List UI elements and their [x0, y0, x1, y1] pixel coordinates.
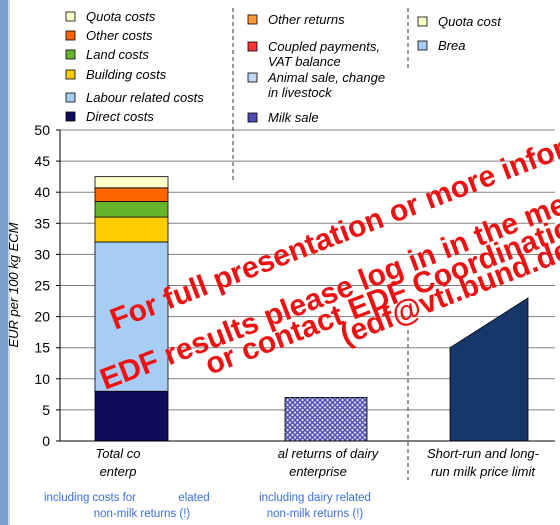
- note-costs-line2: non-milk returns (!): [94, 508, 191, 520]
- legend-return-label-2: Animal sale, change: [267, 70, 385, 85]
- bar-costs-labour-related-costs: [94, 241, 169, 392]
- legend-cost-swatch-0: [65, 11, 76, 22]
- y-tick-label-0: 0: [42, 433, 50, 449]
- legend-return-label-1: Coupled payments,: [268, 39, 380, 54]
- legend-limit-swatch-0: [417, 16, 428, 27]
- bar-returns-milk-sale: [284, 397, 368, 442]
- legend-return-label2-2: in livestock: [268, 85, 333, 100]
- y-tick-label-25: 25: [34, 278, 50, 294]
- legend-limit-swatch-1: [417, 40, 428, 51]
- bar-price-limit: [449, 297, 529, 442]
- legend-cost-label-4: Labour related costs: [86, 90, 204, 105]
- bar-costs-direct-costs: [94, 390, 169, 442]
- bar-costs-quota-costs: [94, 176, 169, 189]
- legend-return-swatch-3: [247, 112, 258, 123]
- bar-costs-building-costs: [94, 216, 169, 243]
- y-tick-label-40: 40: [34, 184, 50, 200]
- y-axis-title: EUR per 100 kg ECM: [6, 222, 21, 347]
- note-returns-line2: non-milk returns (!): [267, 508, 364, 520]
- bars: [94, 176, 529, 442]
- slide-left-accent-light: [8, 0, 10, 525]
- legend-cost-label-5: Direct costs: [86, 109, 154, 124]
- y-tick-label-20: 20: [34, 309, 50, 325]
- legend-cost-swatch-5: [65, 111, 76, 122]
- legend-cost-label-2: Land costs: [86, 47, 149, 62]
- x-label-price-limit-line1: Short-run and long-: [427, 446, 540, 461]
- y-tick-labels: 0 5 10 15 20 25 30 35 40 45 50: [34, 122, 60, 449]
- legend: Quota costs Other costs Land costs Building…: [65, 9, 502, 125]
- y-tick-label-45: 45: [34, 153, 50, 169]
- y-tick-label-15: 15: [34, 340, 50, 356]
- legend-return-swatch-2: [247, 72, 258, 83]
- note-costs-line1-end: elated: [178, 492, 209, 504]
- x-label-returns-line2: enterprise: [289, 464, 347, 479]
- y-tick-label-30: 30: [34, 246, 50, 262]
- legend-cost-swatch-1: [65, 30, 76, 41]
- legend-return-label2-1: VAT balance: [268, 54, 341, 69]
- note-returns-line1: including dairy related: [259, 492, 371, 504]
- y-tick-label-35: 35: [34, 215, 50, 231]
- x-label-costs-line1: Total co: [95, 446, 140, 461]
- legend-limit-label-0: Quota cost: [438, 14, 502, 29]
- x-label-returns-line1: al returns of dairy: [278, 446, 380, 461]
- bar-costs-land-costs: [94, 201, 169, 218]
- legend-limit-label-1: Brea: [438, 38, 465, 53]
- y-tick-label-5: 5: [42, 402, 50, 418]
- legend-return-swatch-1: [247, 41, 258, 52]
- note-costs-line1: including costs for: [44, 492, 136, 504]
- legend-cost-label-3: Building costs: [86, 67, 167, 82]
- x-label-price-limit-line2: run milk price limit: [431, 464, 536, 479]
- bar-costs-other-costs: [94, 187, 169, 202]
- legend-cost-label-0: Quota costs: [86, 9, 156, 24]
- slide-left-accent: [0, 0, 8, 525]
- legend-cost-swatch-4: [65, 92, 76, 103]
- legend-cost-label-1: Other costs: [86, 28, 153, 43]
- legend-cost-swatch-3: [65, 69, 76, 80]
- legend-cost-swatch-2: [65, 49, 76, 60]
- legend-return-label-0: Other returns: [268, 12, 345, 27]
- y-tick-label-10: 10: [34, 371, 50, 387]
- y-tick-label-50: 50: [34, 122, 50, 138]
- legend-return-label-3: Milk sale: [268, 110, 319, 125]
- legend-return-swatch-0: [247, 14, 258, 25]
- x-label-costs-line2: enterp: [100, 464, 137, 479]
